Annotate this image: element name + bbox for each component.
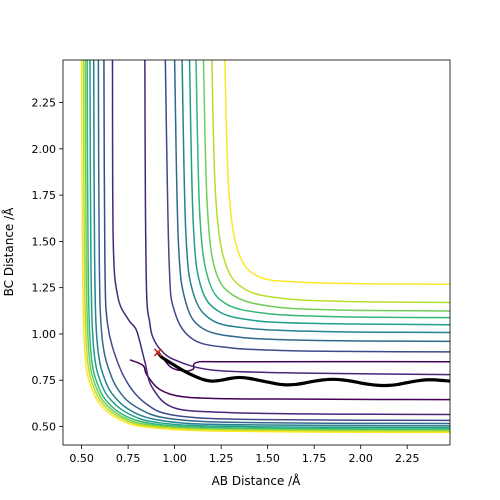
x-tick-label: 0.50 (69, 452, 94, 465)
contour-line-15 (188, 60, 450, 326)
y-tick-label: 2.00 (32, 143, 57, 156)
contour-line-7 (89, 60, 450, 429)
trajectory (156, 350, 450, 388)
y-tick-label: 1.00 (32, 328, 57, 341)
plot-frame (62, 59, 451, 446)
start-marker-stroke-1 (153, 348, 162, 357)
y-tick-label: 0.50 (32, 420, 57, 433)
contour-line-2 (144, 60, 450, 376)
contour-line-17 (202, 60, 450, 312)
contour-line-11 (80, 60, 450, 434)
contour-line-6 (92, 60, 450, 427)
contour-line-16 (195, 60, 450, 319)
y-tick-label: 0.75 (32, 374, 57, 387)
contour-line-0 (129, 359, 450, 401)
contour-line-5 (97, 60, 450, 425)
contour-line-4 (103, 60, 450, 422)
y-tick-label: 1.75 (32, 189, 57, 202)
y-tick-label: 2.25 (32, 97, 57, 110)
contour-line-3 (111, 60, 450, 416)
contour-line-8 (86, 60, 450, 430)
contour-lines (80, 60, 450, 434)
trajectory-line (156, 350, 450, 388)
contour-line-12 (164, 60, 450, 353)
x-tick-label: 2.00 (348, 452, 373, 465)
y-axis-label: BC Distance /Å (1, 207, 16, 297)
y-tick-label: 1.50 (32, 235, 57, 248)
contour-line-19 (224, 60, 450, 286)
contour-line-14 (181, 60, 450, 334)
start-marker (153, 348, 162, 357)
contour-line-18 (211, 60, 450, 304)
x-tick-label: 1.25 (209, 452, 234, 465)
contour-line-9 (84, 60, 450, 432)
x-tick-label: 1.00 (162, 452, 187, 465)
contour-line-13 (173, 60, 450, 343)
x-axis-ticks: 0.50 0.75 1.00 1.25 1.50 1.75 2.00 2.25 (69, 445, 419, 465)
contour-line-10 (82, 60, 450, 433)
y-tick-label: 1.25 (32, 282, 57, 295)
y-axis-ticks: 0.50 0.75 1.00 1.25 1.50 1.75 2.00 2.25 (32, 97, 63, 433)
x-tick-label: 1.50 (255, 452, 280, 465)
x-axis-label: AB Distance /Å (212, 473, 302, 488)
x-tick-label: 0.75 (116, 452, 141, 465)
x-tick-label: 2.25 (395, 452, 420, 465)
x-tick-label: 1.75 (302, 452, 327, 465)
